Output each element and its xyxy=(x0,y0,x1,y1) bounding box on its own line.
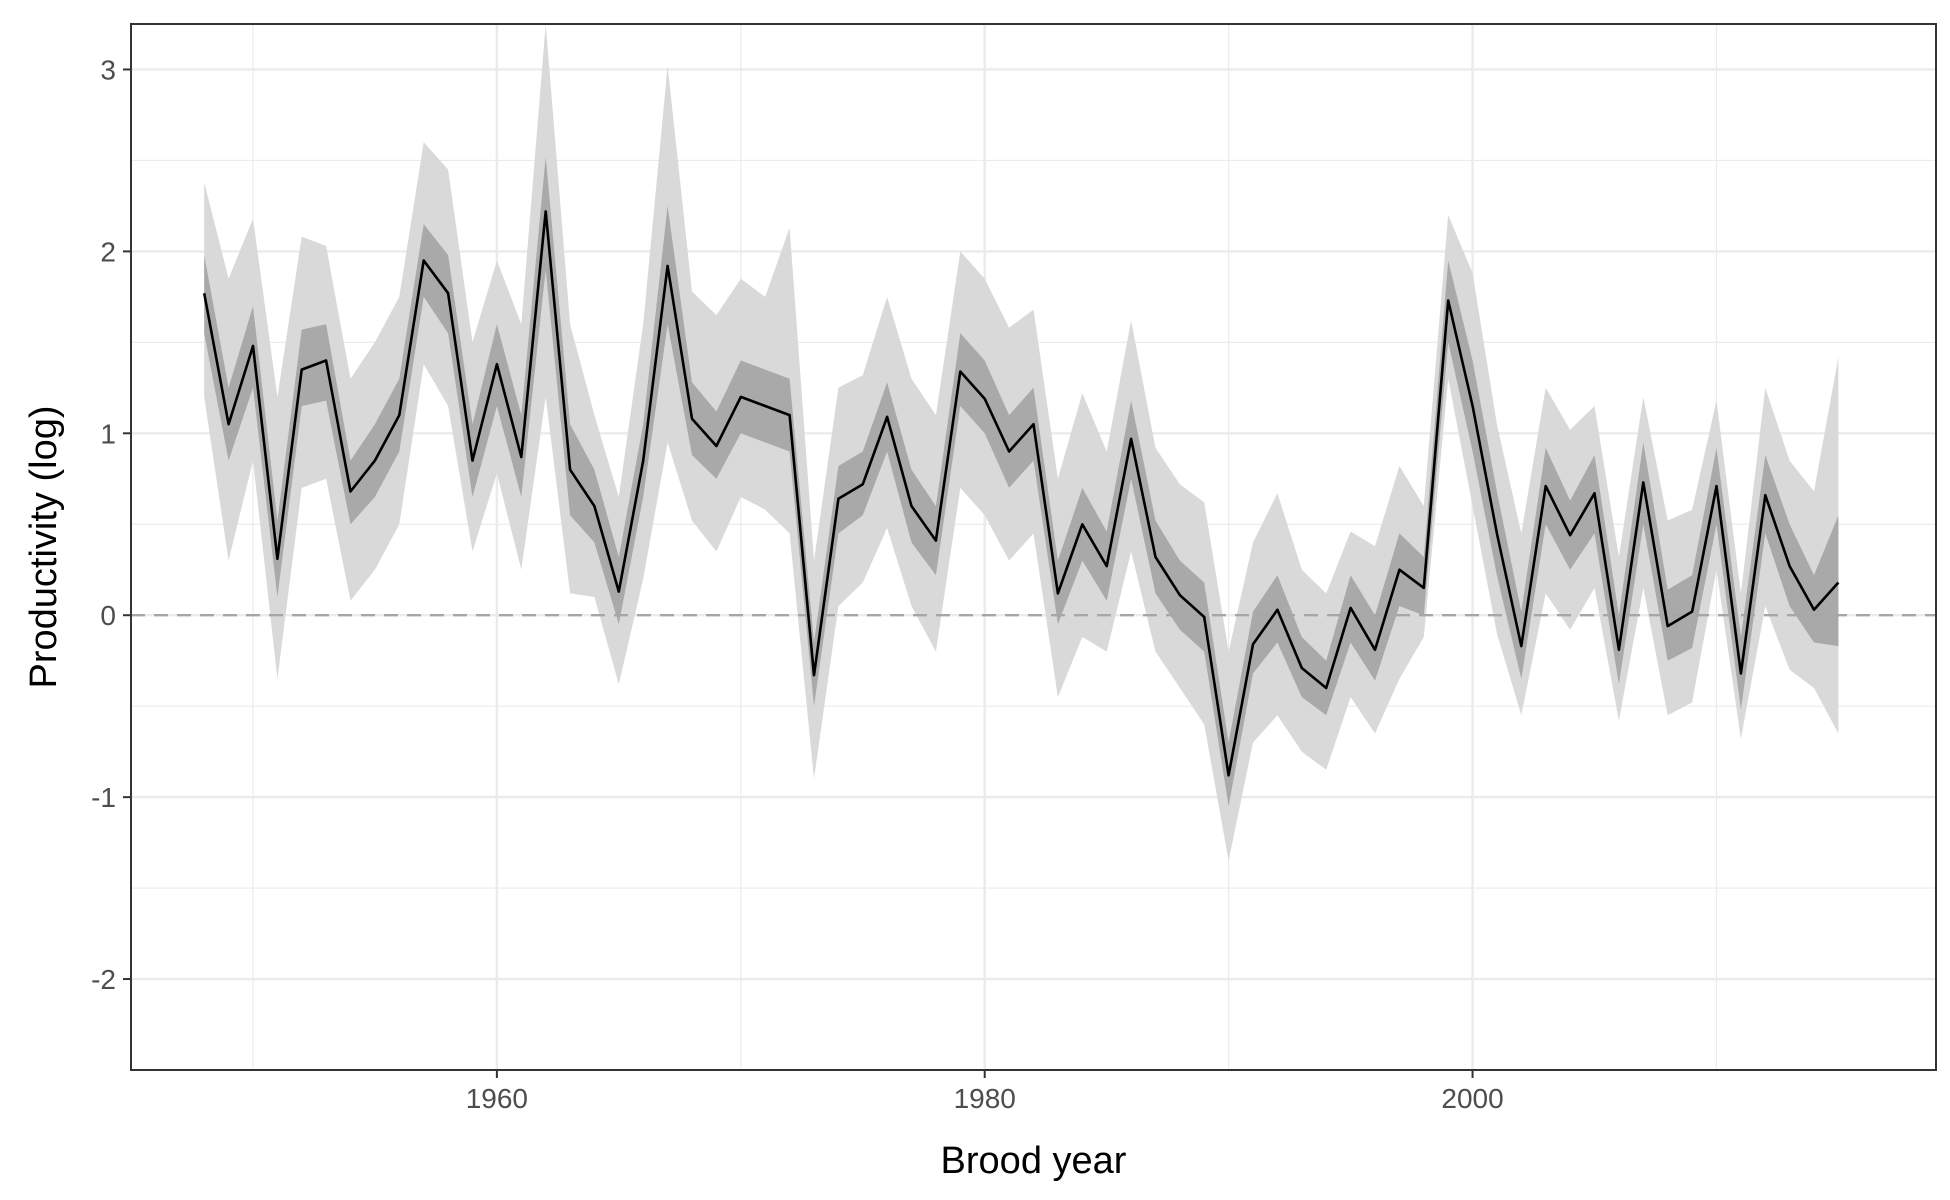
x-axis-ticks: 1960 1980 2000 xyxy=(466,1070,1504,1114)
panel-border xyxy=(130,23,1937,1071)
x-tick-label: 2000 xyxy=(1441,1083,1503,1114)
uncertainty-bands xyxy=(204,24,1839,861)
x-tick-label: 1960 xyxy=(466,1083,528,1114)
y-tick-label: -1 xyxy=(91,782,116,813)
x-tick-label: 1980 xyxy=(954,1083,1016,1114)
y-axis-title: Productivity (log) xyxy=(23,406,65,689)
grid xyxy=(131,24,1936,1070)
y-tick-label: 2 xyxy=(100,236,116,267)
y-tick-label: 3 xyxy=(100,54,116,85)
y-tick-label: -2 xyxy=(91,964,116,995)
y-tick-label: 0 xyxy=(100,600,116,631)
y-axis-ticks: -2 -1 0 1 2 3 xyxy=(91,54,131,995)
series-line xyxy=(202,210,1840,777)
x-axis-title: Brood year xyxy=(941,1140,1127,1182)
y-tick-label: 1 xyxy=(100,418,116,449)
